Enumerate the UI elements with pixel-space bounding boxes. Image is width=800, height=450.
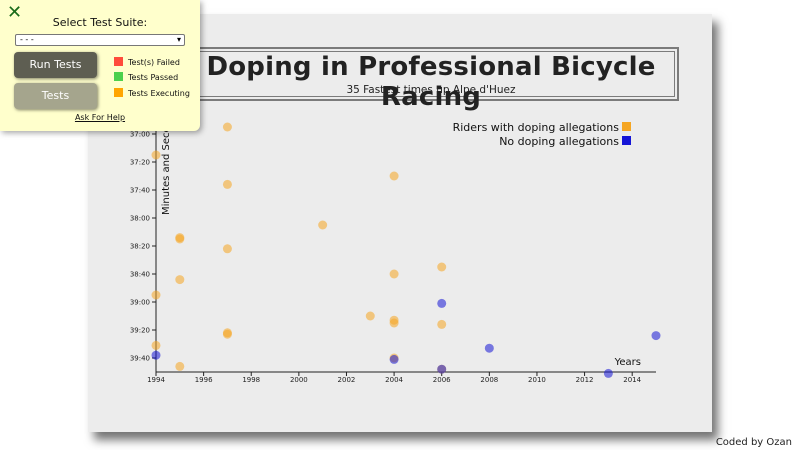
data-point xyxy=(437,319,447,329)
y-tick-label: 37:40 xyxy=(130,187,150,195)
y-axis-label: Minutes and Seconds xyxy=(161,108,172,215)
x-tick-label: 2002 xyxy=(338,376,356,384)
y-tick-label: 37:20 xyxy=(130,159,150,167)
y-tick-label: 37:00 xyxy=(130,131,150,139)
select-value: - - - xyxy=(20,35,34,44)
legend-executing-label: Tests Executing xyxy=(128,89,190,98)
data-point xyxy=(389,171,399,181)
x-tick-label: 1998 xyxy=(242,376,260,384)
chevron-down-icon: ▾ xyxy=(176,35,181,44)
run-tests-button[interactable]: Run Tests xyxy=(14,52,97,78)
x-tick-label: 1994 xyxy=(147,376,165,384)
data-point xyxy=(389,318,399,328)
executing-swatch xyxy=(114,88,123,97)
data-point xyxy=(484,343,494,353)
x-tick-label: 2008 xyxy=(480,376,498,384)
data-point xyxy=(151,350,161,360)
chart-title: Doping in Professional Bicycle Racing xyxy=(206,52,656,112)
x-tick-label: 1996 xyxy=(195,376,213,384)
passed-swatch xyxy=(114,72,123,81)
data-point xyxy=(365,311,375,321)
title-box: Doping in Professional Bicycle Racing 35… xyxy=(183,47,679,112)
select-suite-label: Select Test Suite: xyxy=(52,16,148,29)
data-point xyxy=(175,234,185,244)
data-point xyxy=(151,340,161,350)
y-tick-label: 38:00 xyxy=(130,215,150,223)
data-point xyxy=(318,220,328,230)
y-tick-label: 38:20 xyxy=(130,243,150,251)
data-point xyxy=(389,269,399,279)
data-point xyxy=(437,262,447,272)
y-tick-label: 38:40 xyxy=(130,271,150,279)
x-tick-label: 2004 xyxy=(385,376,403,384)
ask-for-help-link[interactable]: Ask For Help xyxy=(74,113,126,122)
close-icon[interactable]: ✕ xyxy=(7,2,23,23)
data-point xyxy=(151,150,161,160)
data-point xyxy=(222,328,232,338)
x-tick-label: 2006 xyxy=(433,376,451,384)
data-point xyxy=(603,368,613,378)
data-point xyxy=(151,290,161,300)
x-tick-label: 2014 xyxy=(623,376,641,384)
data-point xyxy=(175,361,185,371)
failed-swatch xyxy=(114,57,123,66)
legend-passed: Tests Passed xyxy=(114,72,178,82)
chart-legend-label: Riders with doping allegations xyxy=(453,121,620,134)
chart-legend-label: No doping allegations xyxy=(499,135,619,148)
data-point xyxy=(651,331,661,341)
legend-passed-label: Tests Passed xyxy=(128,73,179,82)
y-tick-label: 39:40 xyxy=(130,355,150,363)
data-point xyxy=(175,275,185,285)
data-point xyxy=(222,244,232,254)
chart-legend-swatch xyxy=(622,122,631,131)
legend-failed-label: Test(s) Failed xyxy=(128,58,180,67)
y-tick-label: 39:00 xyxy=(130,299,150,307)
fcc-test-panel: ✕ Select Test Suite: - - - ▾ Run Tests T… xyxy=(0,0,200,131)
legend-failed: Test(s) Failed xyxy=(114,57,180,67)
x-tick-label: 2010 xyxy=(528,376,546,384)
y-tick-label: 39:20 xyxy=(130,327,150,335)
test-suite-select[interactable]: - - - ▾ xyxy=(15,34,185,46)
tests-button[interactable]: Tests xyxy=(14,83,97,109)
chart-legend-swatch xyxy=(622,136,631,145)
data-point xyxy=(389,354,399,364)
data-point xyxy=(222,122,232,132)
x-tick-label: 2000 xyxy=(290,376,308,384)
legend-executing: Tests Executing xyxy=(114,88,190,98)
x-tick-label: 2012 xyxy=(576,376,594,384)
chart-subtitle: 35 Fastest times up Alpe d'Huez xyxy=(346,84,516,96)
footer-credit: Coded by Ozan xyxy=(715,437,792,448)
x-axis-label: Years xyxy=(614,357,641,368)
data-point xyxy=(437,298,447,308)
data-point xyxy=(437,364,447,374)
data-point xyxy=(222,179,232,189)
